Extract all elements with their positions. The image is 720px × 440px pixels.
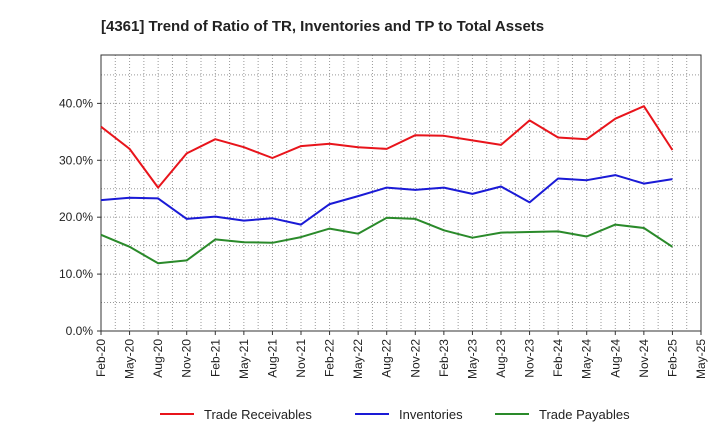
x-tick-label: Feb-24 bbox=[551, 339, 565, 377]
legend-label: Trade Payables bbox=[539, 407, 630, 422]
y-tick-label: 10.0% bbox=[59, 267, 93, 281]
y-tick-label: 30.0% bbox=[59, 153, 93, 167]
x-tick-label: Feb-23 bbox=[437, 339, 451, 377]
x-tick-label: Aug-21 bbox=[265, 339, 279, 378]
y-tick-label: 40.0% bbox=[59, 96, 93, 110]
x-tick-label: Feb-21 bbox=[208, 339, 222, 377]
x-tick-label: May-22 bbox=[351, 339, 365, 379]
x-tick-label: Nov-23 bbox=[523, 339, 537, 378]
legend-label: Trade Receivables bbox=[204, 407, 312, 422]
series-lines bbox=[100, 105, 674, 265]
x-tick-label: Nov-24 bbox=[637, 339, 651, 378]
x-tick-label: Feb-20 bbox=[94, 339, 108, 377]
y-tick-label: 0.0% bbox=[66, 324, 94, 338]
grid bbox=[100, 55, 702, 332]
x-axis: Feb-20 May-20 Aug-20 Nov-20 Feb-21 May-21 Aug-… bbox=[94, 331, 708, 379]
series-line-inventories bbox=[100, 174, 673, 226]
x-tick-label: Nov-21 bbox=[294, 339, 308, 378]
x-tick-label: Aug-23 bbox=[494, 339, 508, 378]
x-tick-label: Nov-20 bbox=[180, 339, 194, 378]
x-tick-label: Aug-22 bbox=[380, 339, 394, 378]
x-tick-label: Feb-22 bbox=[323, 339, 337, 377]
x-tick-label: Feb-25 bbox=[665, 339, 679, 377]
y-tick-label: 20.0% bbox=[59, 210, 93, 224]
x-tick-label: May-25 bbox=[694, 339, 708, 379]
x-tick-label: Nov-22 bbox=[408, 339, 422, 378]
x-tick-label: May-21 bbox=[237, 339, 251, 379]
series-line-trade-receivables bbox=[100, 105, 674, 189]
x-tick-label: Aug-20 bbox=[151, 339, 165, 378]
x-tick-label: May-24 bbox=[580, 339, 594, 379]
x-tick-label: May-23 bbox=[465, 339, 479, 379]
plot-area-frame bbox=[100, 54, 702, 332]
x-tick-label: Aug-24 bbox=[608, 339, 622, 378]
series-line-trade-payables bbox=[100, 216, 673, 265]
legend-label: Inventories bbox=[399, 407, 463, 422]
x-tick-label: May-20 bbox=[123, 339, 137, 379]
y-axis: 0.0% 10.0% 20.0% 30.0% 40.0% bbox=[59, 96, 101, 338]
chart-title: [4361] Trend of Ratio of TR, Inventories… bbox=[101, 18, 544, 35]
legend: Trade Receivables Inventories Trade Payabl… bbox=[160, 407, 630, 422]
